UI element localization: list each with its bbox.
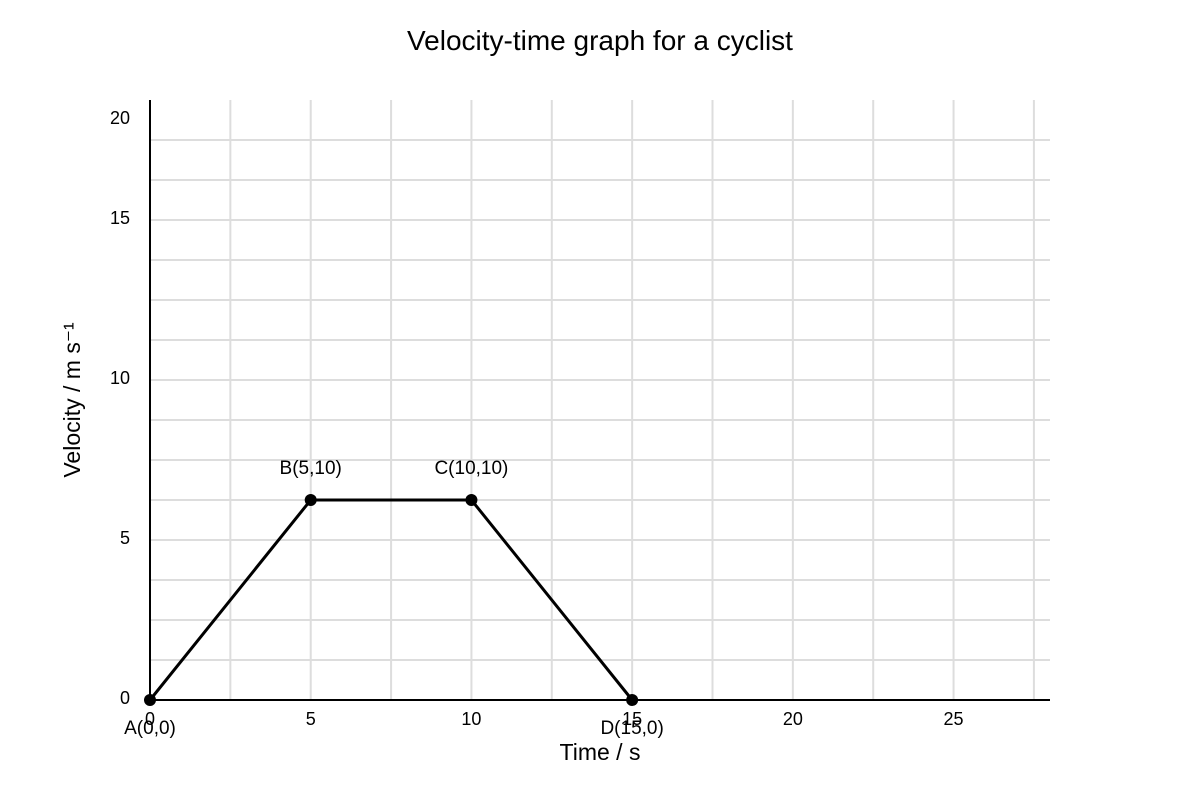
y-tick-label-0: 0 (120, 688, 130, 708)
x-tick-label-5: 25 (944, 709, 964, 729)
point-label-1: B(5,10) (280, 458, 342, 479)
x-tick-label-1: 5 (306, 709, 316, 729)
x-tick-label-3: 15 (622, 709, 642, 729)
tick-labels: 0 5 10 15 20 25 0 5 10 15 20 (110, 108, 964, 729)
y-axis-title: Velocity / m s⁻¹ (59, 322, 85, 478)
x-tick-label-2: 10 (461, 709, 481, 729)
point-label-3: D(15,0) (600, 718, 663, 739)
point-label-0: A(0,0) (124, 718, 176, 739)
point-labels: A(0,0) B(5,10) C(10,10) D(15,0) (124, 458, 664, 739)
y-tick-label-1: 5 (120, 528, 130, 548)
y-tick-label-4: 20 (110, 108, 130, 128)
chart-title: Velocity-time graph for a cyclist (407, 25, 793, 56)
series (144, 494, 639, 706)
y-tick-label-2: 10 (110, 368, 130, 388)
series-line-0 (148, 498, 634, 701)
point-label-2: C(10,10) (434, 458, 508, 479)
x-tick-label-4: 20 (783, 709, 803, 729)
axes (149, 100, 1050, 701)
data-point-0-3 (626, 694, 639, 706)
x-tick-label-0: 0 (145, 709, 155, 729)
data-point-0-1 (304, 494, 317, 506)
x-axis-title: Time / s (560, 739, 641, 765)
grid (150, 100, 1050, 700)
y-tick-label-3: 15 (110, 208, 130, 228)
data-point-0-0 (144, 694, 156, 706)
data-point-0-2 (465, 494, 478, 506)
